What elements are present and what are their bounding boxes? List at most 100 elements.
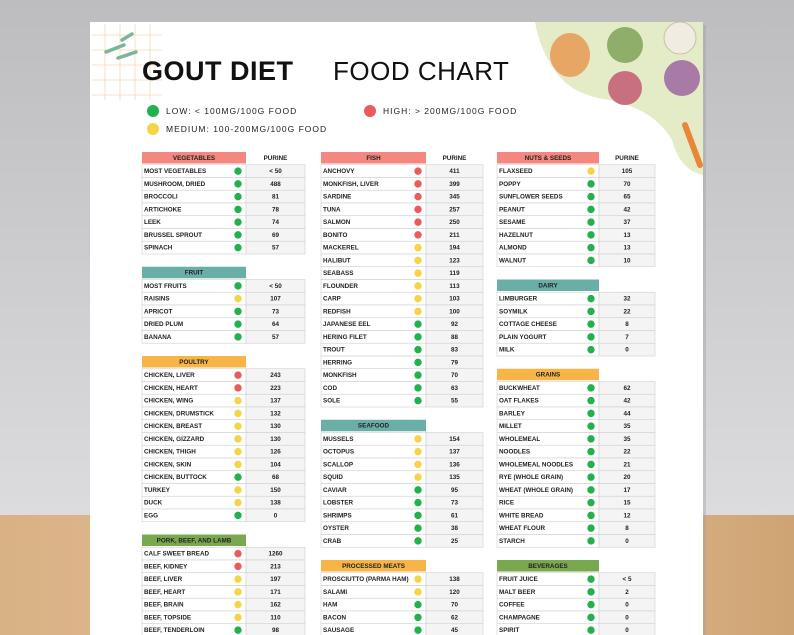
section-header bbox=[142, 534, 246, 546]
level-dot bbox=[234, 626, 242, 634]
food-name: TUNA bbox=[323, 206, 341, 213]
purine-value: 10 bbox=[623, 257, 631, 264]
food-name: BRUSSEL SPROUT bbox=[144, 232, 202, 239]
food-name: BARLEY bbox=[499, 410, 526, 417]
level-dot bbox=[587, 167, 595, 175]
level-dot bbox=[414, 256, 422, 265]
level-dot bbox=[587, 218, 595, 226]
title-light: FOOD CHART bbox=[333, 56, 509, 86]
food-name: CHICKEN, BREAST bbox=[144, 423, 202, 430]
food-name: CHICKEN, BUTTOCK bbox=[144, 474, 207, 481]
food-name: CHICKEN, WING bbox=[144, 398, 193, 405]
purine-value: 1260 bbox=[268, 551, 283, 558]
purine-value: 137 bbox=[270, 398, 281, 405]
level-dot bbox=[587, 537, 595, 545]
accent-strokes bbox=[104, 32, 138, 60]
section-title: FRUIT bbox=[185, 270, 204, 277]
food-name: MALT BEER bbox=[499, 589, 536, 596]
food-name: SUNFLOWER SEEDS bbox=[499, 194, 563, 201]
section-header bbox=[497, 560, 599, 572]
section-header bbox=[142, 356, 246, 368]
level-dot bbox=[587, 486, 595, 494]
section-header bbox=[497, 152, 599, 164]
level-dot bbox=[587, 626, 595, 634]
level-dot bbox=[587, 307, 595, 316]
food-name: HAM bbox=[323, 602, 337, 609]
level-dot bbox=[414, 243, 422, 252]
purine-value: 257 bbox=[449, 206, 460, 213]
food-name: MUSHROOM, DRIED bbox=[144, 181, 206, 188]
purine-value: 162 bbox=[270, 602, 281, 609]
section-header bbox=[142, 152, 246, 164]
level-dot bbox=[414, 205, 422, 214]
level-dot bbox=[234, 435, 242, 443]
level-dot bbox=[234, 460, 242, 469]
row-cell bbox=[598, 623, 656, 635]
purine-value: 113 bbox=[449, 283, 460, 290]
level-dot bbox=[414, 537, 422, 545]
level-dot bbox=[234, 192, 242, 201]
level-dot bbox=[587, 524, 595, 532]
food-name: CARP bbox=[323, 296, 341, 303]
purine-value: 194 bbox=[449, 245, 460, 252]
food-name: JAPANESE EEL bbox=[323, 321, 371, 328]
level-dot bbox=[587, 320, 595, 328]
legend-label: MEDIUM: 100-200MG/100G FOOD bbox=[166, 124, 327, 134]
level-dot bbox=[234, 473, 242, 481]
level-dot bbox=[234, 180, 242, 188]
food-name: FRUIT JUICE bbox=[499, 576, 538, 583]
title-bold: GOUT DIET bbox=[142, 56, 294, 86]
level-dot bbox=[587, 588, 595, 596]
section-header bbox=[142, 266, 246, 279]
legend: LOW: < 100MG/100G FOOD HIGH: > 200MG/100G… bbox=[147, 105, 516, 135]
purine-value: 35 bbox=[623, 436, 631, 443]
legend-dot bbox=[364, 105, 376, 117]
row-cell bbox=[245, 330, 306, 344]
level-dot bbox=[414, 358, 422, 367]
purine-value: 7 bbox=[625, 334, 629, 341]
purine-value: 70 bbox=[451, 372, 459, 379]
food-name: CAVIAR bbox=[323, 487, 347, 494]
purine-value: 137 bbox=[449, 449, 460, 456]
food-name: OAT FLAKES bbox=[499, 398, 539, 405]
purine-value: 126 bbox=[270, 449, 281, 456]
food-name: MONKFISH bbox=[323, 372, 357, 379]
food-name: WHOLEMEAL bbox=[499, 436, 540, 443]
food-name: CHICKEN, GIZZARD bbox=[144, 436, 205, 443]
food-name: MUSSELS bbox=[323, 436, 353, 443]
value-header: PURINE bbox=[443, 155, 467, 162]
level-dot bbox=[234, 588, 242, 596]
purine-value: 57 bbox=[272, 245, 280, 252]
level-dot bbox=[234, 422, 242, 430]
level-dot bbox=[587, 256, 595, 265]
purine-value: 132 bbox=[270, 410, 281, 417]
level-dot bbox=[234, 231, 242, 239]
purine-value: 136 bbox=[449, 461, 460, 468]
purine-value: 197 bbox=[270, 576, 281, 583]
purine-value: 98 bbox=[272, 627, 280, 634]
food-name: WALNUT bbox=[499, 257, 526, 264]
purine-value: 74 bbox=[272, 219, 280, 226]
purine-value: 0 bbox=[625, 602, 629, 609]
level-dot bbox=[414, 588, 422, 596]
purine-value: 120 bbox=[449, 589, 460, 596]
food-name: NOODLES bbox=[499, 449, 530, 456]
purine-value: 100 bbox=[449, 308, 460, 315]
level-dot bbox=[414, 435, 422, 443]
section-title: FISH bbox=[366, 155, 381, 162]
purine-value: 70 bbox=[451, 602, 459, 609]
food-name: BACON bbox=[323, 614, 347, 621]
purine-value: 22 bbox=[623, 308, 631, 315]
food-name: WHITE BREAD bbox=[499, 512, 544, 519]
food-name: CALF SWEET BREAD bbox=[144, 551, 210, 558]
food-name: EGG bbox=[144, 512, 158, 519]
purine-value: 0 bbox=[625, 614, 629, 621]
purine-value: 68 bbox=[272, 474, 280, 481]
purine-value: 81 bbox=[272, 194, 280, 201]
purine-value: 2 bbox=[625, 589, 629, 596]
purine-value: 13 bbox=[623, 245, 631, 252]
level-dot bbox=[587, 396, 595, 405]
food-name: BUCKWHEAT bbox=[499, 385, 540, 392]
food-name: TURKEY bbox=[144, 487, 171, 494]
food-name: SHRIMPS bbox=[323, 512, 352, 519]
